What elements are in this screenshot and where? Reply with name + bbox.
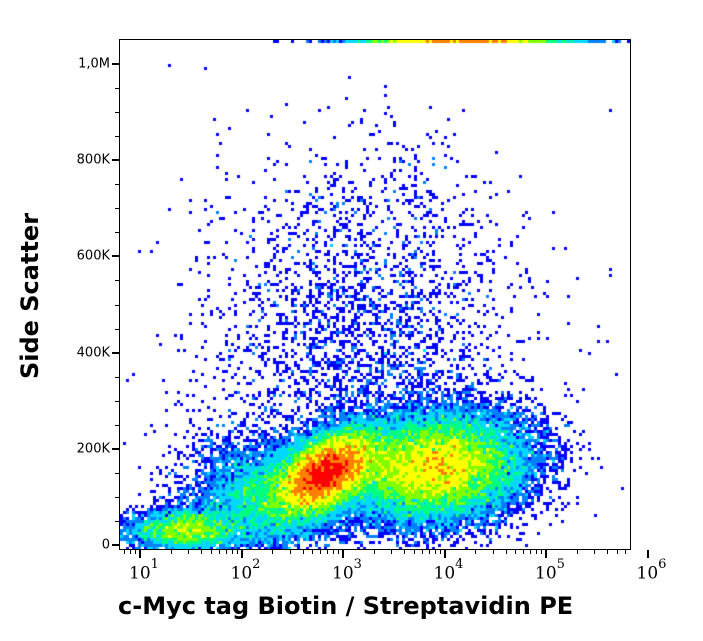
- x-tick-minor: [492, 550, 494, 554]
- x-tick-minor: [421, 550, 423, 554]
- y-tick-label: 1,0M: [78, 56, 110, 72]
- y-tick-minor: [115, 112, 119, 114]
- x-tick-minor: [320, 550, 322, 554]
- y-tick-minor: [115, 136, 119, 138]
- x-tick-label: 105: [535, 557, 565, 584]
- x-tick-minor: [338, 550, 340, 554]
- y-tick-minor: [115, 304, 119, 306]
- x-tick-minor: [607, 550, 609, 554]
- x-tick-minor: [515, 550, 517, 554]
- y-tick-major: [112, 63, 119, 65]
- x-tick-minor: [541, 550, 543, 554]
- x-tick-minor: [201, 550, 203, 554]
- x-tick-minor: [289, 550, 291, 554]
- y-tick-minor: [115, 280, 119, 282]
- y-tick-label: 400K: [76, 345, 110, 361]
- x-tick-minor: [236, 550, 238, 554]
- x-tick-minor: [616, 550, 618, 554]
- y-tick-minor: [115, 472, 119, 474]
- x-axis-title: c-Myc tag Biotin / Streptavidin PE: [118, 592, 574, 620]
- y-axis-title: Side Scatter: [16, 212, 44, 380]
- y-tick-minor: [115, 424, 119, 426]
- x-tick-major: [240, 550, 243, 558]
- x-tick-minor: [523, 550, 525, 554]
- x-tick-minor: [404, 550, 406, 554]
- x-tick-label: 104: [433, 557, 464, 584]
- x-tick-minor: [218, 550, 220, 554]
- x-tick-minor: [124, 550, 126, 554]
- x-tick-major: [545, 550, 547, 558]
- y-tick-minor: [115, 208, 119, 210]
- x-tick-major: [443, 550, 446, 558]
- y-tick-major: [112, 544, 119, 546]
- x-tick-minor: [475, 550, 477, 554]
- y-tick-major: [112, 351, 119, 354]
- x-tick-label: 106: [636, 557, 667, 584]
- x-tick-minor: [327, 550, 329, 554]
- density-dot-plot: [120, 40, 630, 549]
- x-tick-minor: [434, 550, 436, 554]
- x-tick-minor: [530, 550, 532, 554]
- x-tick-major: [342, 550, 344, 558]
- x-tick-minor: [188, 550, 190, 554]
- x-tick-minor: [536, 550, 538, 554]
- y-tick-label: 600K: [76, 248, 110, 264]
- x-tick-minor: [312, 550, 314, 554]
- y-tick-label: 0: [101, 537, 110, 553]
- x-tick-label: 101: [129, 557, 159, 584]
- x-tick-minor: [130, 550, 132, 554]
- x-tick-minor: [439, 550, 441, 554]
- x-tick-minor: [135, 550, 137, 554]
- x-tick-minor: [231, 550, 233, 554]
- x-tick-minor: [302, 550, 304, 554]
- y-tick-minor: [115, 376, 119, 378]
- x-tick-minor: [391, 550, 393, 554]
- x-tick-minor: [428, 550, 430, 554]
- y-tick-minor: [115, 520, 119, 522]
- y-tick-minor: [115, 88, 119, 90]
- x-tick-minor: [333, 550, 335, 554]
- x-tick-minor: [272, 550, 274, 554]
- y-tick-major: [112, 447, 119, 450]
- x-tick-minor: [413, 550, 415, 554]
- x-tick-minor: [170, 550, 172, 554]
- x-tick-minor: [576, 550, 578, 554]
- x-tick-label: 103: [332, 557, 362, 584]
- y-tick-label: 200K: [76, 441, 110, 457]
- y-tick-label: 800K: [76, 152, 110, 168]
- y-tick-minor: [115, 184, 119, 186]
- x-tick-minor: [624, 550, 626, 554]
- x-tick-minor: [225, 550, 227, 554]
- y-tick-major: [112, 159, 119, 162]
- y-tick-major: [112, 255, 119, 258]
- x-tick-major: [139, 550, 141, 558]
- y-tick-minor: [115, 232, 119, 234]
- x-tick-minor: [505, 550, 507, 554]
- x-tick-minor: [594, 550, 596, 554]
- x-tick-major: [646, 550, 649, 558]
- x-tick-minor: [210, 550, 212, 554]
- x-tick-label: 102: [230, 557, 261, 584]
- y-tick-minor: [115, 496, 119, 498]
- x-tick-minor: [373, 550, 375, 554]
- y-tick-minor: [115, 328, 119, 330]
- y-tick-minor: [115, 400, 119, 402]
